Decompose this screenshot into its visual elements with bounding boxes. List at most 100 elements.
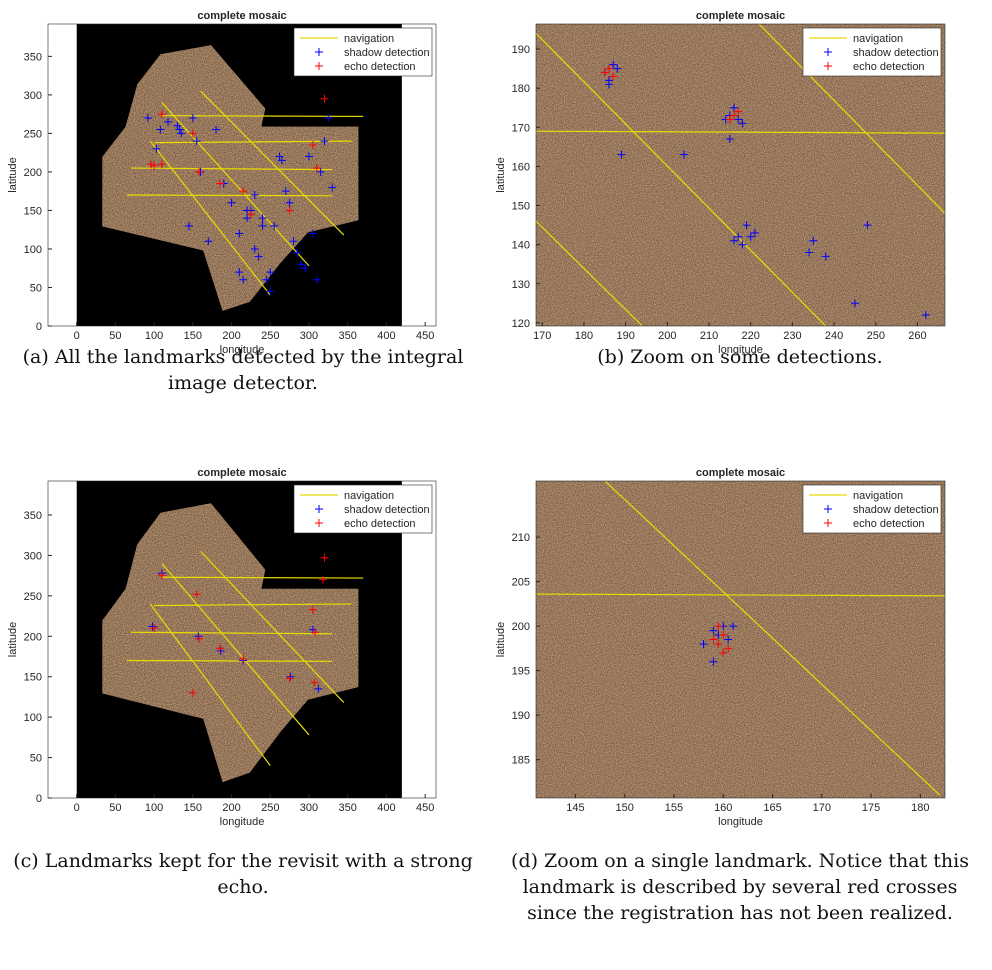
detection-marker — [734, 232, 743, 241]
detection-marker — [250, 244, 259, 253]
navigation-line — [126, 550, 364, 767]
detection-marker — [320, 94, 329, 103]
detection-marker — [258, 221, 267, 230]
x-tick-label: 240 — [825, 330, 843, 342]
x-tick-label: 350 — [339, 330, 357, 342]
chart-title: complete mosaic — [197, 10, 286, 22]
legend-label: echo detection — [853, 61, 925, 73]
detection-marker — [285, 674, 294, 683]
detection-marker — [311, 628, 320, 637]
detection-marker — [192, 137, 201, 146]
y-tick-label: 190 — [512, 44, 530, 56]
detection-marker — [195, 167, 204, 176]
detection-marker — [281, 187, 290, 196]
detection-marker — [285, 206, 294, 215]
detection-marker — [310, 678, 319, 687]
detection-marker — [320, 553, 329, 562]
legend-label: navigation — [344, 490, 394, 502]
detection-marker — [304, 152, 313, 161]
x-tick-label: 400 — [377, 802, 395, 814]
axes-box — [47, 23, 437, 327]
x-tick-label: 200 — [222, 802, 240, 814]
y-tick-label: 140 — [512, 240, 530, 252]
detection-marker — [734, 115, 743, 124]
detection-marker — [750, 228, 759, 237]
caption: (a) All the landmarks detected by the in… — [22, 346, 464, 394]
detection-marker — [148, 622, 157, 631]
y-axis-label: latitude — [495, 157, 507, 192]
detection-marker — [239, 275, 248, 284]
y-tick-label: 100 — [24, 244, 42, 256]
detection-marker — [320, 137, 329, 146]
detection-marker — [719, 631, 728, 640]
y-tick-label: 130 — [512, 279, 530, 291]
x-tick-label: 0 — [74, 802, 80, 814]
detection-marker — [277, 156, 286, 165]
y-tick-label: 350 — [24, 51, 42, 63]
y-tick-label: 150 — [24, 205, 42, 217]
x-tick-label: 250 — [867, 330, 885, 342]
y-tick-label: 150 — [512, 201, 530, 213]
detection-marker — [714, 622, 723, 631]
detection-marker — [609, 72, 618, 81]
x-axis-label: longitude — [718, 344, 763, 356]
detection-marker — [613, 64, 622, 73]
navigation-line — [536, 24, 945, 326]
detection-marker — [318, 575, 327, 584]
y-tick-label: 200 — [24, 167, 42, 179]
detection-marker — [250, 191, 259, 200]
axes-box — [47, 480, 437, 799]
x-tick-label: 50 — [109, 802, 121, 814]
x-tick-label: 150 — [616, 802, 634, 814]
x-tick-label: 145 — [566, 802, 584, 814]
figure: 0 50 100 150 200 250 300 350 400 450 0 50 100 150 200 2… — [7, 10, 946, 828]
detection-marker — [285, 198, 294, 207]
legend-swatch — [824, 519, 832, 527]
detection-marker — [152, 144, 161, 153]
caption: (b) Zoom on some detections. — [597, 346, 883, 368]
legend-swatch — [315, 519, 323, 527]
detection-marker — [301, 264, 310, 273]
x-tick-label: 300 — [300, 802, 318, 814]
detection-marker — [192, 590, 201, 599]
detection-marker — [921, 311, 930, 320]
detection-marker — [266, 287, 275, 296]
detection-marker — [254, 252, 263, 261]
x-tick-label: 100 — [145, 802, 163, 814]
y-tick-label: 250 — [24, 591, 42, 603]
detection-marker — [266, 268, 275, 277]
detection-marker — [316, 167, 325, 176]
y-tick-label: 120 — [512, 318, 530, 330]
legend-label: navigation — [344, 33, 394, 45]
y-tick-label: 100 — [24, 712, 42, 724]
x-tick-label: 350 — [339, 802, 357, 814]
detection-marker — [738, 240, 747, 249]
detection-marker — [312, 164, 321, 173]
y-tick-label: 50 — [30, 282, 42, 294]
detection-marker — [312, 275, 321, 284]
y-tick-label: 300 — [24, 550, 42, 562]
detection-marker — [150, 624, 159, 633]
detection-marker — [729, 622, 738, 631]
legend-label: shadow detection — [344, 47, 430, 59]
detection-marker — [863, 221, 872, 230]
y-tick-label: 195 — [512, 666, 530, 678]
detection-marker — [725, 135, 734, 144]
x-tick-label: 220 — [742, 330, 760, 342]
detection-marker — [177, 129, 186, 138]
y-axis-label: latitude — [7, 157, 19, 192]
navigation-line — [126, 90, 364, 296]
y-tick-label: 200 — [512, 621, 530, 633]
legend-swatch — [315, 62, 323, 70]
detection-marker — [239, 654, 248, 663]
caption: (c) Landmarks kept for the revisit with … — [13, 850, 473, 898]
y-tick-label: 185 — [512, 755, 530, 767]
x-tick-label: 260 — [908, 330, 926, 342]
detection-marker — [188, 129, 197, 138]
chart-title: complete mosaic — [696, 10, 785, 22]
caption: (d) Zoom on a single landmark. Notice th… — [511, 850, 969, 924]
y-axis-label: latitude — [7, 622, 19, 657]
legend-label: echo detection — [344, 61, 416, 73]
detection-marker — [164, 117, 173, 126]
detection-marker — [289, 237, 298, 246]
